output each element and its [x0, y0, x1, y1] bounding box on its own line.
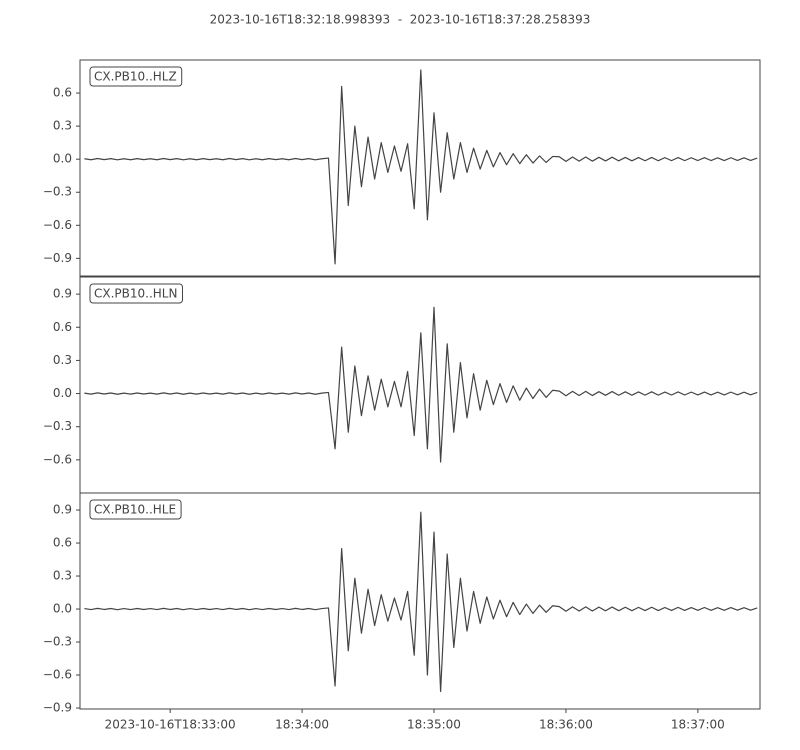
- y-tick-label: 0.0: [53, 602, 72, 616]
- y-tick-label: −0.3: [43, 185, 72, 199]
- waveform: [84, 306, 758, 463]
- x-tick-label: 2023-10-16T18:33:00: [105, 718, 236, 732]
- legend-box: [89, 283, 183, 304]
- y-tick-label: 0.3: [53, 119, 72, 133]
- waveform: [84, 511, 758, 693]
- x-tick-label: 18:35:00: [407, 718, 461, 732]
- y-tick-label: 0.3: [53, 353, 72, 367]
- legend-label: CX.PB10..HLZ: [94, 70, 177, 84]
- chart-title: 2023-10-16T18:32:18.998393 - 2023-10-16T…: [210, 13, 591, 27]
- legend-box: [89, 66, 183, 87]
- panel-frame: [79, 492, 761, 710]
- y-tick-label: 0.0: [53, 386, 72, 400]
- y-tick-label: 0.6: [53, 536, 72, 550]
- x-tick-label: 18:37:00: [671, 718, 725, 732]
- y-tick-label: −0.3: [43, 419, 72, 433]
- y-tick-label: −0.9: [43, 251, 72, 265]
- x-tick-label: 18:36:00: [539, 718, 593, 732]
- y-tick-label: 0.6: [53, 86, 72, 100]
- y-tick-label: −0.3: [43, 635, 72, 649]
- x-tick-label: 18:34:00: [275, 718, 329, 732]
- y-tick-label: −0.9: [43, 701, 72, 715]
- legend-box: [89, 499, 182, 520]
- y-tick-label: 0.3: [53, 569, 72, 583]
- y-tick-label: 0.0: [53, 152, 72, 166]
- panel-frame: [79, 276, 761, 494]
- y-tick-label: −0.6: [43, 452, 72, 466]
- legend-label: CX.PB10..HLN: [94, 287, 177, 301]
- waveform: [84, 69, 758, 265]
- y-tick-label: −0.6: [43, 218, 72, 232]
- legend-label: CX.PB10..HLE: [94, 503, 176, 517]
- y-tick-label: 0.9: [53, 287, 72, 301]
- y-tick-label: 0.9: [53, 503, 72, 517]
- y-tick-label: 0.6: [53, 320, 72, 334]
- y-tick-label: −0.6: [43, 668, 72, 682]
- panel-frame: [79, 59, 761, 277]
